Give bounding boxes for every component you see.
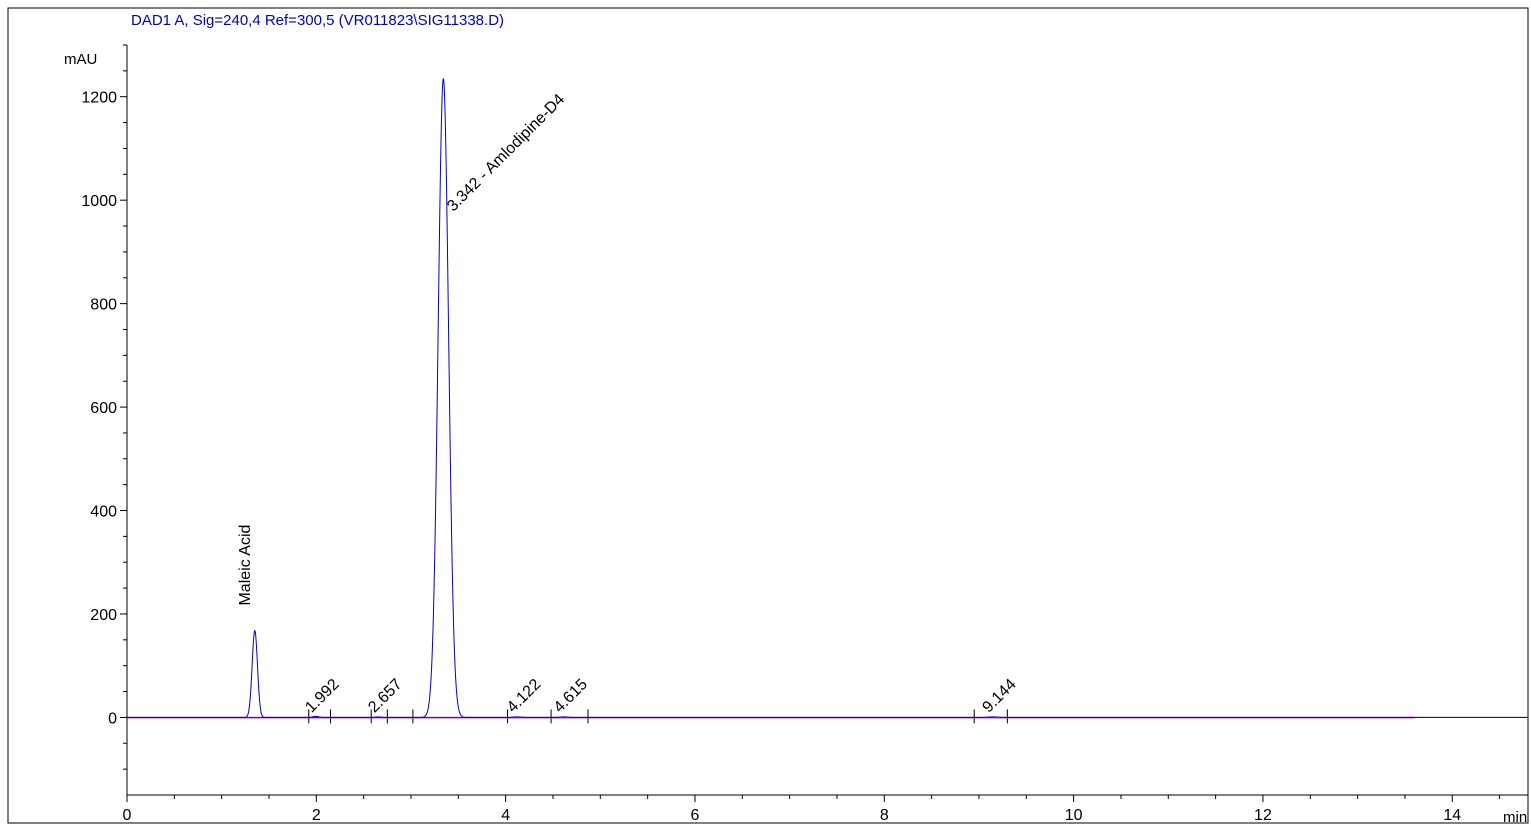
x-tick-label: 14 (1443, 807, 1461, 824)
y-tick-label: 1000 (81, 193, 117, 210)
y-axis-label: mAU (64, 51, 97, 68)
peak-labels: Maleic Acid 1.992 2.657 3.342 - Amlodipine-… (237, 91, 1020, 716)
peak-label: Maleic Acid (237, 525, 254, 606)
x-axis-label: min (1503, 809, 1527, 825)
x-tick-label: 4 (501, 807, 510, 824)
x-tick-label: 6 (691, 807, 700, 824)
peak-label: 9.144 (979, 676, 1019, 716)
peak-label: 4.615 (551, 676, 591, 716)
y-tick-label: 400 (90, 504, 117, 521)
peak-label: 4.122 (504, 676, 544, 716)
peak-label: 1.992 (302, 676, 342, 716)
x-tick-label: 10 (1065, 807, 1083, 824)
y-tick-label: 800 (90, 297, 117, 314)
peak-label: 3.342 - Amlodipine-D4 (444, 91, 568, 215)
integration-marks (308, 709, 1008, 724)
x-tick-label: 12 (1254, 807, 1272, 824)
axes: 0 200 400 600 800 1000 1200 0 2 4 6 8 10 12 14 (81, 44, 1528, 824)
y-tick-label: 0 (108, 710, 117, 727)
peak-label: 2.657 (365, 676, 405, 716)
x-tick-label: 8 (880, 807, 889, 824)
y-tick-label: 200 (90, 607, 117, 624)
y-tick-label: 1200 (81, 90, 117, 107)
x-tick-label: 2 (312, 807, 321, 824)
plot-frame (7, 7, 1529, 824)
x-tick-label: 0 (123, 807, 132, 824)
chart-title: DAD1 A, Sig=240,4 Ref=300,5 (VR011823\SI… (131, 12, 504, 29)
y-tick-label: 600 (90, 400, 117, 417)
signal-trace-line (127, 78, 1415, 718)
series-layer (127, 78, 1415, 719)
